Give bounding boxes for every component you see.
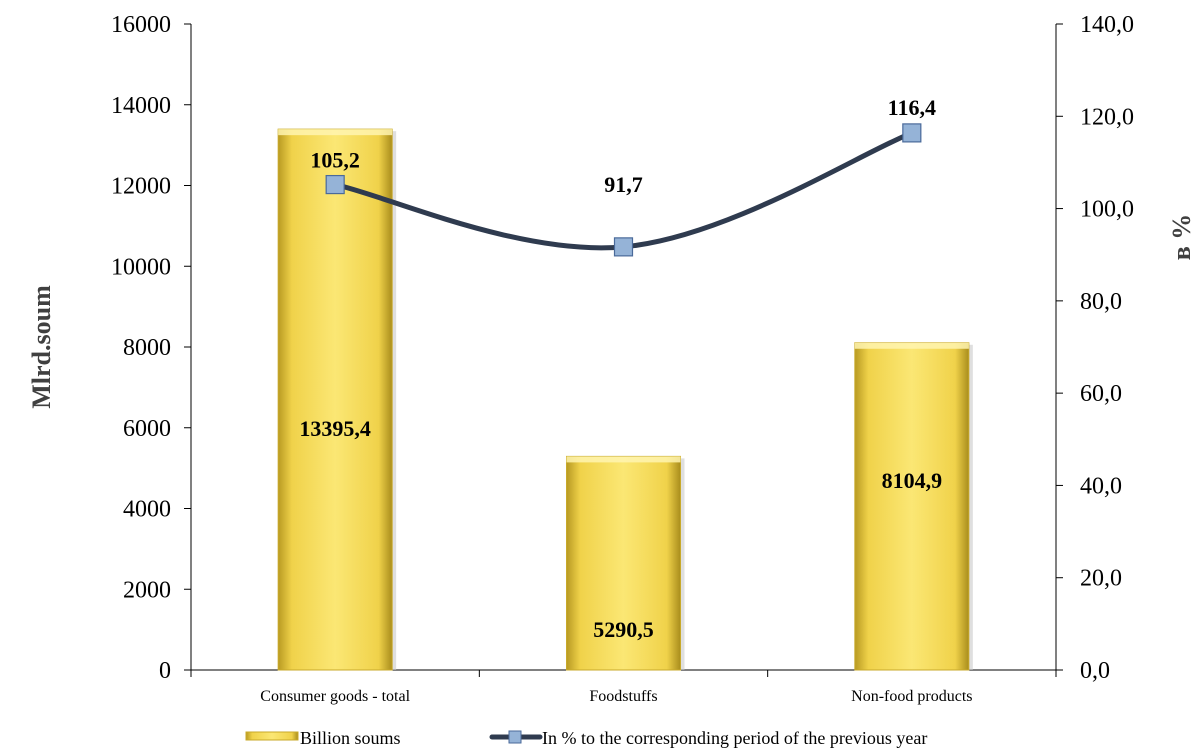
line-value-label: 91,7 <box>604 172 643 197</box>
line-value-label: 105,2 <box>310 148 360 173</box>
bar-value-label: 13395,4 <box>299 416 371 441</box>
left-tick-label: 10000 <box>111 254 171 280</box>
legend-bar-label: Billion soums <box>300 728 401 748</box>
bar-top-highlight <box>566 456 681 463</box>
y2-axis-title: в % <box>1167 214 1196 261</box>
bar-value-label: 5290,5 <box>593 617 654 642</box>
right-tick-label: 120,0 <box>1080 104 1134 130</box>
right-tick-label: 20,0 <box>1080 566 1122 592</box>
bar-value-label: 8104,9 <box>882 468 943 493</box>
left-tick-label: 16000 <box>111 12 171 38</box>
bar-top-highlight <box>278 129 393 136</box>
bar <box>854 342 970 671</box>
left-tick-label: 12000 <box>111 174 171 200</box>
left-tick-label: 8000 <box>123 335 171 361</box>
left-tick-label: 2000 <box>123 577 171 603</box>
right-tick-label: 80,0 <box>1080 289 1122 315</box>
left-tick-label: 6000 <box>123 416 171 442</box>
right-tick-label: 100,0 <box>1080 197 1134 223</box>
line-series <box>325 123 922 257</box>
category-label: Non-food products <box>851 688 972 705</box>
line-value-label: 116,4 <box>888 95 936 120</box>
right-tick-label: 40,0 <box>1080 473 1122 499</box>
category-label: Foodstuffs <box>589 688 657 705</box>
bars <box>277 128 973 671</box>
line-marker <box>325 174 345 195</box>
line-marker <box>613 237 634 257</box>
left-tick-label: 4000 <box>123 497 171 523</box>
right-tick-label: 140,0 <box>1080 12 1134 38</box>
legend: Billion soums In % to the corresponding p… <box>245 728 927 748</box>
legend-line-marker <box>508 730 522 744</box>
category-label: Consumer goods - total <box>260 688 410 705</box>
right-tick-label: 60,0 <box>1080 381 1122 407</box>
legend-bar-swatch <box>245 731 299 741</box>
bar <box>566 455 681 671</box>
y-axis-title: Mlrd.soum <box>27 285 56 409</box>
bar-top-highlight <box>854 342 969 349</box>
line-marker <box>902 123 922 143</box>
axes: 0 2000 4000 6000 8000 10000 12000 14000 16000 0,0… <box>27 12 1196 705</box>
left-tick-label: 14000 <box>111 93 171 119</box>
right-tick-label: 0,0 <box>1080 658 1110 684</box>
left-tick-label: 0 <box>159 658 171 684</box>
labels: 13395,4 5290,5 8104,9 105,2 91,7 116,4 <box>299 95 942 642</box>
legend-line-label: In % to the corresponding period of the … <box>542 728 927 748</box>
bar <box>277 128 393 671</box>
